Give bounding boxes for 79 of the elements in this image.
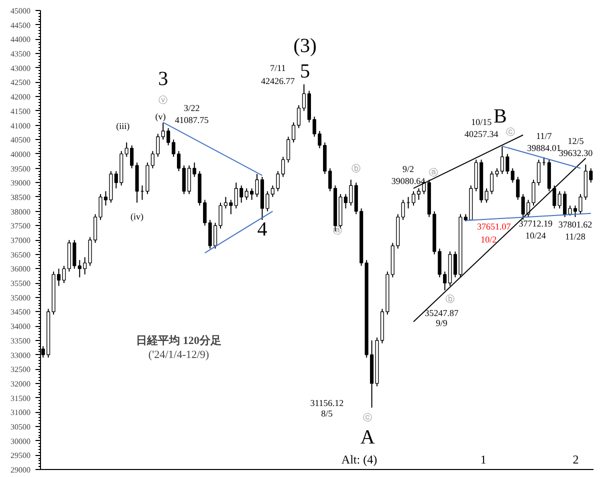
annotation: ⓐ <box>332 226 342 236</box>
annotation: 11/7 <box>536 131 552 142</box>
y-tick-label: 33500 <box>10 336 30 346</box>
annotation: ⓐ <box>428 167 438 178</box>
y-tick-label: 42000 <box>10 92 30 102</box>
candlestick <box>302 84 306 112</box>
annotation: 40257.34 <box>464 129 499 140</box>
y-tick-label: 44500 <box>10 20 30 30</box>
annotation: 9/2 <box>402 164 414 174</box>
y-tick-label: 38000 <box>10 207 30 216</box>
annotation: (3) <box>293 34 317 57</box>
annotation: 1 <box>480 452 486 466</box>
annotation: 10/24 <box>525 230 546 240</box>
annotation: 35247.87 <box>424 308 460 318</box>
annotation: 3 <box>158 68 168 90</box>
annotation: 37651.07 <box>476 222 512 232</box>
y-tick-label: 29500 <box>10 451 30 460</box>
y-tick-label: 43500 <box>10 50 30 59</box>
y-tick-label: 41500 <box>10 106 30 116</box>
annotation: B <box>493 106 507 128</box>
y-tick-label: 37000 <box>10 236 30 245</box>
y-tick-label: 45000 <box>10 6 30 16</box>
y-tick-label: 35000 <box>10 293 30 302</box>
annotation: (v) <box>155 112 166 122</box>
y-tick-label: 35500 <box>10 279 30 288</box>
annotation: ⓥ <box>158 94 168 105</box>
annotation: 4 <box>257 218 268 241</box>
annotation: 8/5 <box>321 408 334 418</box>
annotation: 41087.75 <box>174 115 210 126</box>
annotation: 39080.64 <box>391 176 426 186</box>
annotation: 3/22 <box>184 103 200 114</box>
annotation: 12/5 <box>568 136 584 146</box>
annotation: 39632.30 <box>558 148 594 158</box>
text: ('24/1/4-12/9) <box>148 348 210 361</box>
y-tick-label: 31500 <box>10 394 30 403</box>
y-tick-label: 39000 <box>10 178 30 188</box>
y-tick-label: 39500 <box>10 164 30 174</box>
annotation: ⓒ <box>363 412 372 422</box>
y-tick-label: 42500 <box>10 78 30 88</box>
y-tick-label: 34000 <box>10 322 30 332</box>
annotation: 9/9 <box>436 318 448 328</box>
y-tick-label: 41000 <box>10 121 30 130</box>
y-tick-label: 40000 <box>10 150 30 159</box>
annotation: A <box>360 426 376 448</box>
y-tick-label: 38500 <box>10 192 30 202</box>
annotation: 10/15 <box>471 117 492 128</box>
y-tick-label: 37500 <box>10 222 30 231</box>
candlestick <box>312 116 316 138</box>
y-tick-label: 32500 <box>10 365 30 374</box>
annotation: 2 <box>572 452 579 466</box>
candlestick <box>401 199 405 220</box>
text: 日経平均 120分足 <box>136 334 222 347</box>
y-tick-label: 31000 <box>10 408 30 418</box>
y-tick-label: 30500 <box>10 422 30 432</box>
annotation: 31156.12 <box>310 398 344 408</box>
y-tick-label: 30000 <box>10 436 30 446</box>
annotation: 7/11 <box>270 62 286 73</box>
y-tick-label: 33000 <box>10 350 30 360</box>
y-tick-label: 32000 <box>10 379 30 388</box>
y-tick-label: 36000 <box>10 264 30 274</box>
annotation: 11/28 <box>565 232 586 242</box>
annotation: Alt: (4) <box>341 452 378 466</box>
annotation: ⓑ <box>446 294 455 304</box>
y-tick-label: 44000 <box>10 35 30 44</box>
annotation: 42426.77 <box>261 76 296 86</box>
y-tick-label: 34500 <box>10 308 30 317</box>
y-tick-label: 29000 <box>10 466 30 474</box>
y-tick-label: 43000 <box>10 64 30 73</box>
annotation: ⓒ <box>506 127 516 138</box>
annotation: (iv) <box>130 211 144 222</box>
annotation: 37801.62 <box>558 220 592 230</box>
annotation: 37712.19 <box>518 218 553 228</box>
annotation: 5 <box>300 60 310 83</box>
annotation: ⓑ <box>352 163 361 174</box>
annotation: 10/2 <box>480 234 497 244</box>
y-tick-label: 40500 <box>10 136 30 145</box>
annotation: (iii) <box>116 121 130 132</box>
y-tick-label: 36500 <box>10 250 30 260</box>
annotation: 39884.01 <box>527 143 561 154</box>
